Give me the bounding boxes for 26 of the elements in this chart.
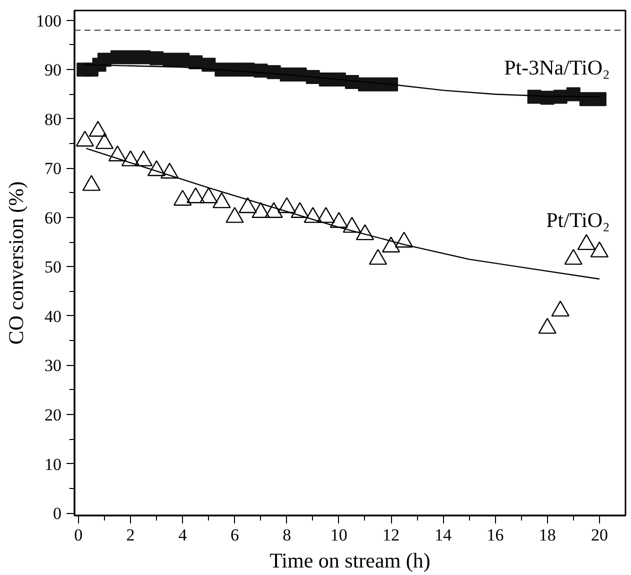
x-axis-title: Time on stream (h) <box>270 548 430 572</box>
y-tick-label: 90 <box>44 60 62 80</box>
series-label: Pt-3Na/TiO₂ <box>504 55 610 80</box>
y-axis-title: CO conversion (%) <box>4 181 28 345</box>
y-tick-label: 30 <box>44 356 62 376</box>
x-tick-label: 10 <box>330 526 348 544</box>
x-tick-label: 0 <box>74 526 83 544</box>
x-tick-label: 20 <box>590 526 608 544</box>
x-tick-label: 8 <box>282 526 292 544</box>
x-tick-label: 4 <box>178 526 188 544</box>
x-tick-label: 6 <box>230 526 239 544</box>
y-tick-label: 100 <box>36 11 62 30</box>
series-label: Pt/TiO₂ <box>546 208 610 232</box>
y-tick-label: 10 <box>44 454 62 474</box>
x-tick-label: 2 <box>126 526 135 544</box>
y-tick-label: 60 <box>44 208 62 228</box>
x-tick-label: 14 <box>434 526 452 544</box>
x-tick-label: 16 <box>486 526 504 544</box>
y-tick-label: 50 <box>44 258 62 277</box>
y-tick-label: 0 <box>53 504 62 524</box>
x-tick-label: 18 <box>538 526 556 544</box>
y-tick-label: 70 <box>44 159 62 178</box>
y-tick-label: 80 <box>44 110 62 129</box>
x-tick-label: 12 <box>382 526 400 544</box>
y-tick-label: 20 <box>44 406 62 424</box>
y-tick-label: 40 <box>44 306 62 326</box>
